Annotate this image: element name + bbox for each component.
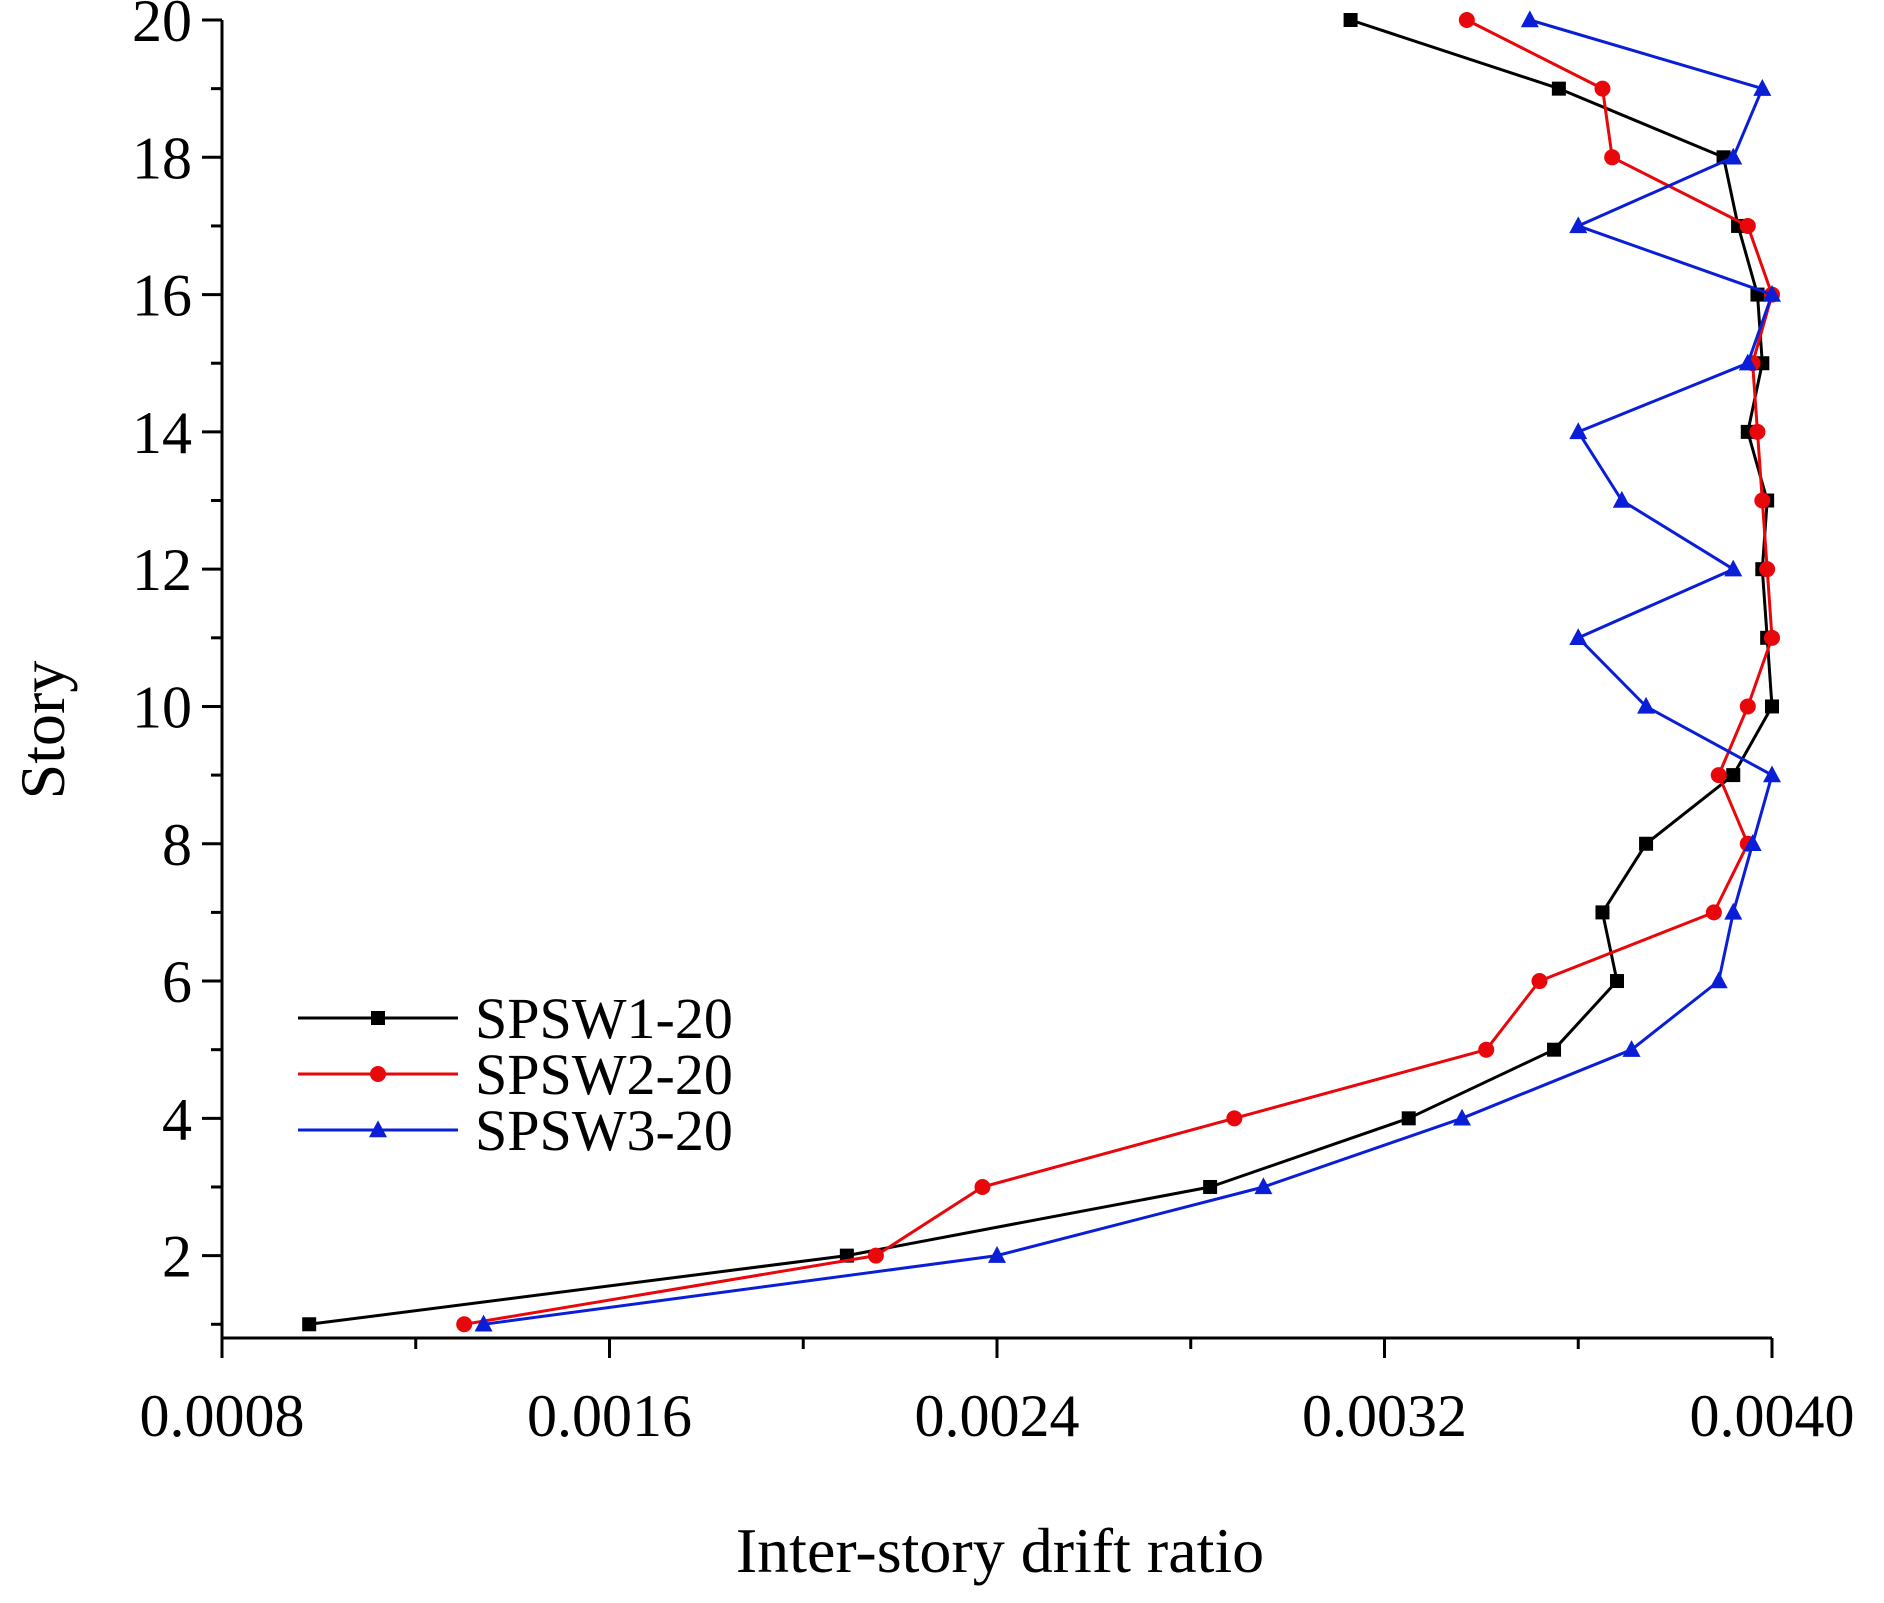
data-point bbox=[1639, 836, 1654, 851]
x-tick-label: 0.0016 bbox=[527, 1383, 692, 1449]
data-point bbox=[1478, 1041, 1495, 1058]
data-point bbox=[1569, 216, 1588, 234]
legend-item: SPSW2-20 bbox=[298, 1042, 733, 1107]
data-point bbox=[1401, 1111, 1416, 1126]
legend-label: SPSW3-20 bbox=[475, 1098, 733, 1163]
data-point bbox=[1637, 696, 1656, 714]
data-point bbox=[1458, 12, 1475, 28]
data-point bbox=[1754, 492, 1771, 509]
data-point bbox=[1764, 629, 1780, 646]
data-point bbox=[1226, 1110, 1243, 1127]
data-point bbox=[1343, 13, 1358, 27]
series-SPSW3-20 bbox=[474, 10, 1781, 1332]
data-point bbox=[1724, 902, 1743, 920]
series-line bbox=[483, 18, 1774, 1326]
data-point bbox=[1520, 10, 1539, 28]
x-tick-label: 0.0008 bbox=[140, 1383, 305, 1449]
data-point bbox=[1710, 767, 1727, 784]
legend-label: SPSW1-20 bbox=[475, 986, 733, 1051]
data-point bbox=[1705, 904, 1722, 921]
y-tick-label: 18 bbox=[132, 125, 192, 191]
data-point bbox=[1604, 149, 1621, 166]
data-point bbox=[1594, 80, 1611, 97]
data-point bbox=[1738, 353, 1757, 371]
data-point bbox=[1743, 834, 1762, 851]
data-point bbox=[1569, 422, 1588, 440]
data-point bbox=[1763, 765, 1781, 783]
data-point bbox=[1759, 561, 1776, 578]
data-point bbox=[1753, 79, 1772, 96]
y-tick-label: 10 bbox=[132, 674, 192, 740]
data-point bbox=[1765, 699, 1779, 714]
data-point bbox=[1622, 1040, 1641, 1057]
legend-marker bbox=[370, 1066, 386, 1082]
data-point bbox=[1254, 1177, 1273, 1195]
axes: 0.0008 0.0016 0.0024 0.0032 0.0040 2 4 6 8 10 12 14… bbox=[132, 0, 1855, 1449]
y-tick-label: 6 bbox=[162, 949, 192, 1015]
series-SPSW1-20 bbox=[302, 13, 1779, 1332]
data-point bbox=[456, 1316, 473, 1333]
data-point bbox=[1612, 490, 1631, 508]
data-point bbox=[1595, 905, 1610, 920]
data-point bbox=[1453, 1108, 1471, 1126]
data-point bbox=[1531, 973, 1548, 990]
data-point bbox=[1739, 217, 1756, 234]
data-point bbox=[1763, 284, 1781, 302]
data-point bbox=[974, 1178, 991, 1195]
data-point bbox=[1569, 628, 1588, 646]
data-point bbox=[1551, 81, 1566, 96]
legend-marker bbox=[369, 1120, 387, 1138]
data-point bbox=[1547, 1042, 1562, 1057]
data-point bbox=[1739, 698, 1756, 715]
data-point bbox=[1749, 423, 1766, 440]
y-tick-label: 20 bbox=[132, 0, 192, 54]
legend-label: SPSW2-20 bbox=[475, 1042, 733, 1107]
y-tick-label: 16 bbox=[132, 263, 192, 329]
data-point bbox=[302, 1317, 317, 1332]
data-point bbox=[1726, 768, 1741, 783]
data-point bbox=[1203, 1179, 1218, 1194]
legend-item: SPSW3-20 bbox=[298, 1098, 733, 1163]
data-point bbox=[867, 1247, 884, 1264]
data-point bbox=[1724, 559, 1743, 577]
y-tick-label: 12 bbox=[132, 537, 192, 603]
x-tick-label: 0.0032 bbox=[1302, 1383, 1467, 1449]
legend-marker bbox=[371, 1011, 385, 1025]
x-axis-title: Inter-story drift ratio bbox=[736, 1515, 1264, 1586]
x-tick-label: 0.0040 bbox=[1690, 1383, 1855, 1449]
data-point bbox=[1724, 147, 1743, 165]
data-point bbox=[988, 1246, 1006, 1263]
y-tick-label: 8 bbox=[162, 812, 192, 878]
data-point bbox=[1709, 971, 1728, 989]
legend-item: SPSW1-20 bbox=[298, 986, 733, 1051]
y-tick-label: 2 bbox=[162, 1224, 192, 1290]
y-tick-label: 14 bbox=[132, 400, 192, 466]
data-point bbox=[474, 1314, 493, 1332]
x-tick-label: 0.0024 bbox=[915, 1383, 1080, 1449]
series-line bbox=[463, 18, 1774, 1326]
y-axis-title: Story bbox=[7, 661, 78, 800]
series-group bbox=[302, 10, 1781, 1333]
data-point bbox=[1610, 974, 1624, 989]
series-line bbox=[309, 18, 1774, 1326]
y-tick-label: 4 bbox=[162, 1086, 192, 1152]
